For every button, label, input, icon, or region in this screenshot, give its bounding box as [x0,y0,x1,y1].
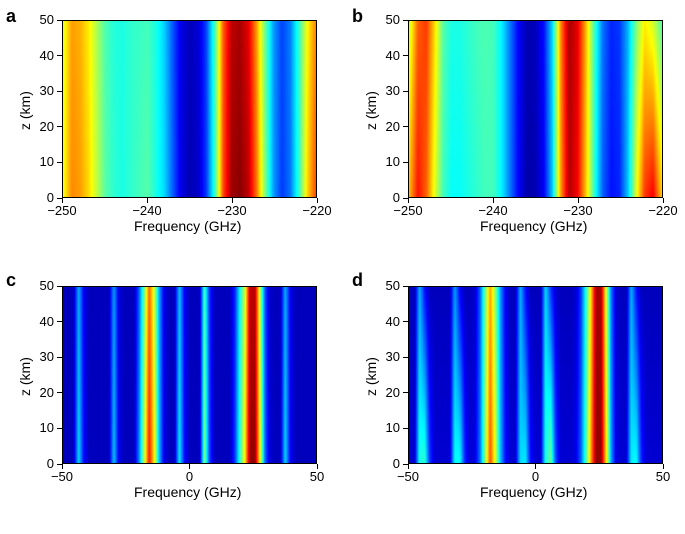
heatmap-canvas-b [409,21,662,197]
panel-label-d: d [352,270,363,291]
ytick-mark [57,321,62,322]
heatmap-canvas-d [409,287,662,463]
xlabel-a: Frequency (GHz) [134,218,241,234]
xtick-label: −240 [468,204,518,217]
ytick-label: 10 [28,155,54,168]
xtick-label: −50 [383,470,433,483]
ytick-mark [403,357,408,358]
ytick-label: 20 [374,386,400,399]
panel-label-a: a [6,6,16,27]
ytick-mark [403,91,408,92]
ytick-mark [57,162,62,163]
ytick-mark [57,20,62,21]
ytick-mark [403,392,408,393]
xtick-label: −250 [383,204,433,217]
ytick-label: 20 [28,120,54,133]
ytick-label: 40 [374,315,400,328]
heatmap-a [62,20,317,198]
ytick-label: 40 [28,49,54,62]
panel-label-c: c [6,270,16,291]
heatmap-canvas-a [63,21,316,197]
ytick-label: 20 [374,120,400,133]
ytick-label: 10 [374,155,400,168]
ytick-mark [403,55,408,56]
ytick-mark [403,126,408,127]
heatmap-canvas-c [63,287,316,463]
ytick-label: 10 [28,421,54,434]
heatmap-b [408,20,663,198]
panel-label-b: b [352,6,363,27]
xtick-label: −230 [207,204,257,217]
ytick-label: 10 [374,421,400,434]
ytick-label: 40 [374,49,400,62]
ytick-label: 50 [28,279,54,292]
ytick-label: 30 [28,350,54,363]
xtick-label: 0 [165,470,215,483]
heatmap-d [408,286,663,464]
ytick-mark [57,357,62,358]
xlabel-c: Frequency (GHz) [134,484,241,500]
ytick-mark [403,20,408,21]
ytick-label: 40 [28,315,54,328]
xlabel-d: Frequency (GHz) [480,484,587,500]
xtick-label: 0 [511,470,561,483]
heatmap-c [62,286,317,464]
ytick-label: 30 [28,84,54,97]
xtick-label: −230 [553,204,603,217]
xtick-label: −50 [37,470,87,483]
xtick-label: −220 [638,204,685,217]
xtick-label: 50 [638,470,685,483]
xtick-label: −240 [122,204,172,217]
xtick-label: −220 [292,204,342,217]
ytick-mark [57,286,62,287]
ytick-label: 50 [374,13,400,26]
ytick-mark [403,162,408,163]
ytick-mark [57,55,62,56]
xtick-label: 50 [292,470,342,483]
ytick-mark [403,321,408,322]
xlabel-b: Frequency (GHz) [480,218,587,234]
xtick-label: −250 [37,204,87,217]
ytick-mark [57,91,62,92]
ytick-mark [403,428,408,429]
figure: a z (km) Frequency (GHz) b z (km) Freque… [0,0,685,534]
ytick-label: 50 [374,279,400,292]
ytick-label: 30 [374,350,400,363]
ytick-mark [57,126,62,127]
ytick-label: 50 [28,13,54,26]
ytick-mark [57,428,62,429]
ytick-mark [403,286,408,287]
ytick-label: 20 [28,386,54,399]
ytick-label: 30 [374,84,400,97]
ytick-mark [57,392,62,393]
